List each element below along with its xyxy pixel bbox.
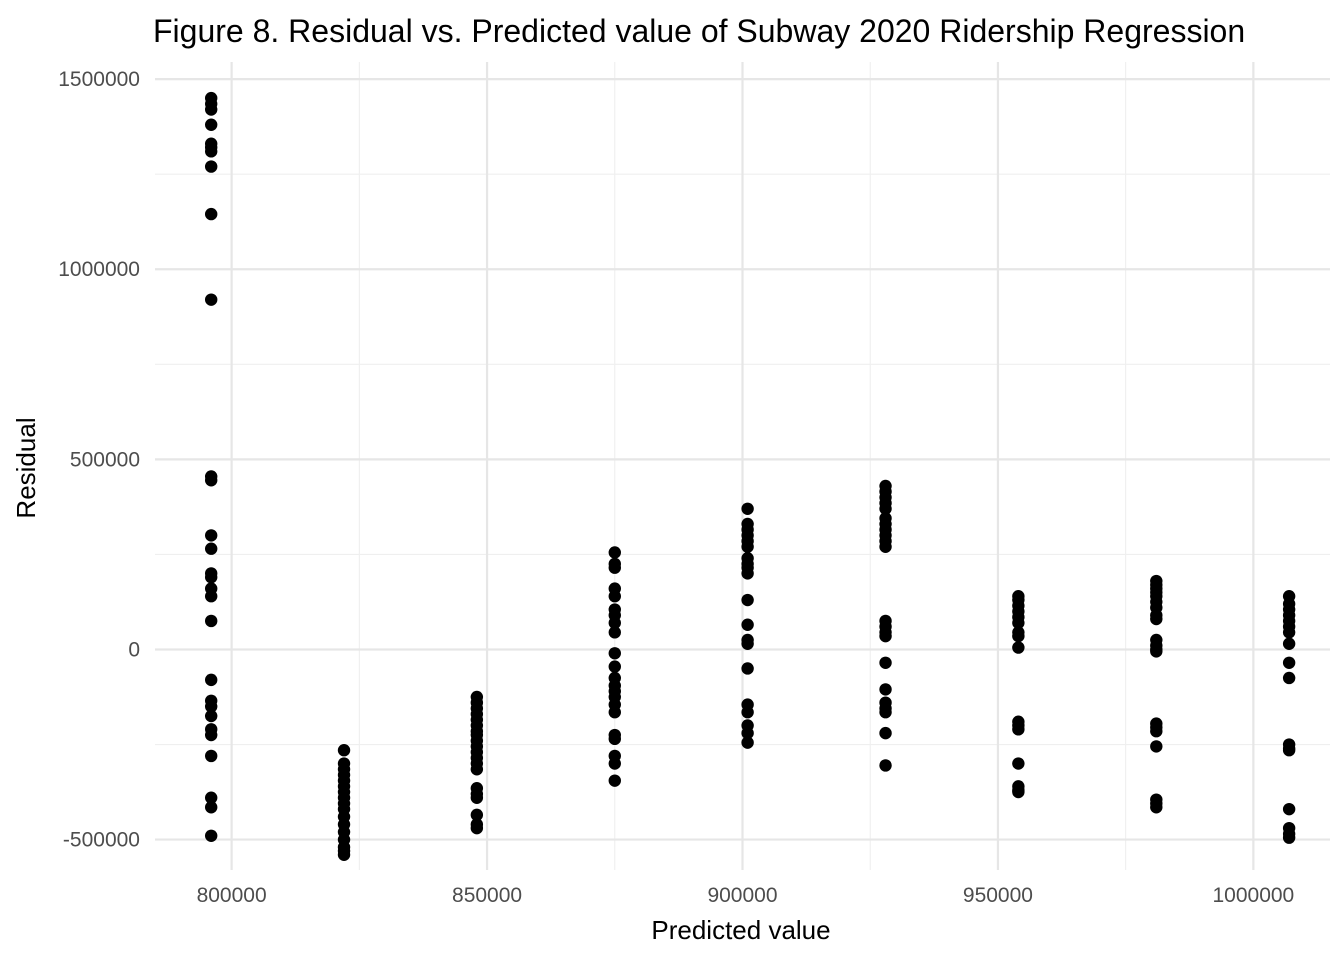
data-point — [741, 567, 754, 580]
grid-layer — [155, 62, 1330, 870]
data-point — [1012, 641, 1025, 654]
data-point — [204, 728, 218, 742]
data-point — [204, 207, 218, 221]
data-point — [741, 502, 754, 515]
data-point — [1012, 757, 1025, 770]
data-point — [608, 616, 621, 630]
data-point — [608, 706, 621, 719]
data-point — [470, 821, 484, 835]
data-point — [204, 749, 218, 763]
data-point — [741, 706, 754, 719]
data-point — [1282, 671, 1296, 685]
data-point — [608, 660, 621, 673]
data-point — [1012, 629, 1025, 643]
data-point — [204, 673, 218, 687]
y-tick-label: 1000000 — [58, 258, 140, 281]
data-point — [204, 103, 218, 116]
x-axis-title: Predicted value — [651, 915, 830, 945]
data-point — [1012, 616, 1025, 630]
y-axis-title: Residual — [11, 417, 41, 518]
y-tick-label: -500000 — [63, 829, 140, 852]
data-point — [608, 561, 621, 574]
x-tick-label: 950000 — [963, 884, 1033, 907]
data-point — [608, 647, 621, 660]
data-point — [204, 571, 218, 584]
data-point — [1150, 801, 1163, 814]
y-tick-label: 0 — [128, 638, 140, 661]
data-point — [879, 706, 892, 719]
data-point — [470, 763, 484, 776]
points-layer — [204, 91, 1296, 861]
data-point — [1150, 612, 1163, 626]
data-point — [470, 791, 484, 804]
data-point — [608, 546, 621, 559]
data-point — [204, 529, 218, 542]
data-point — [1012, 723, 1025, 736]
y-tick-label: 1500000 — [58, 68, 140, 91]
data-point — [741, 736, 754, 749]
data-point — [741, 726, 754, 740]
data-point — [608, 774, 621, 787]
data-point — [337, 744, 351, 757]
data-point — [204, 801, 218, 814]
data-point — [204, 293, 218, 306]
data-point — [1150, 740, 1163, 753]
data-point — [879, 629, 892, 643]
y-tick-label: 500000 — [70, 448, 140, 471]
data-point — [204, 829, 218, 842]
data-point — [204, 145, 218, 158]
data-point — [337, 848, 351, 861]
data-point — [608, 732, 621, 746]
data-point — [1282, 626, 1296, 639]
data-point — [879, 502, 892, 515]
x-tick-label: 850000 — [452, 884, 522, 907]
data-point — [1150, 645, 1163, 658]
data-point — [608, 626, 621, 639]
data-point — [879, 656, 892, 669]
data-point — [741, 637, 754, 650]
data-point — [741, 593, 754, 607]
x-tick-label: 1000000 — [1212, 884, 1294, 907]
x-tick-label: 900000 — [707, 884, 777, 907]
data-point — [204, 474, 218, 487]
data-point — [608, 757, 621, 770]
data-point — [1282, 802, 1296, 816]
data-point — [1012, 785, 1025, 799]
data-point — [204, 590, 218, 603]
data-point — [741, 540, 754, 553]
x-tick-label: 800000 — [197, 884, 267, 907]
data-point — [741, 662, 754, 675]
data-point — [879, 683, 892, 696]
data-point — [879, 540, 892, 553]
data-point — [204, 614, 218, 628]
data-point — [741, 618, 754, 631]
data-point — [470, 808, 484, 822]
chart-title: Figure 8. Residual vs. Predicted value o… — [153, 13, 1245, 49]
data-point — [204, 791, 218, 804]
data-point — [1150, 725, 1163, 738]
data-point — [1282, 656, 1296, 669]
data-point — [879, 726, 892, 740]
data-point — [879, 759, 892, 772]
data-point — [204, 160, 218, 173]
data-point — [608, 590, 621, 603]
data-point — [1282, 831, 1296, 844]
data-point — [1282, 637, 1296, 650]
data-point — [204, 118, 218, 131]
data-point — [204, 700, 218, 713]
ticks-layer: 800000 850000 900000 950000 1000000 -500000 0 5… — [58, 68, 1294, 907]
data-point — [1282, 744, 1296, 757]
data-point — [204, 709, 218, 723]
data-point — [204, 542, 218, 555]
